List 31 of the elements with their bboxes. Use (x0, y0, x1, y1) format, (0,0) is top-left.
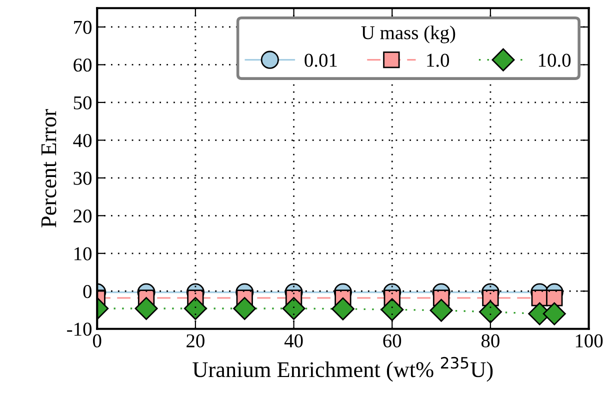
point (542, 302, 566, 326)
legend-label: 10.0 (538, 54, 571, 67)
x-axis-title: Uranium Enrichment (wt% $^{235}$U) (192, 356, 493, 382)
y-tick-label: 0 (83, 284, 92, 298)
point (233, 296, 256, 320)
point (380, 298, 404, 322)
y-tick-label: 50 (74, 96, 92, 110)
y-tick-label: 40 (73, 134, 92, 148)
y-tick-label: -10 (67, 322, 92, 336)
y-axis-title: Percent Error (42, 109, 56, 228)
point (546, 290, 563, 306)
legend-title: U mass (kg) (361, 26, 456, 44)
x-tick-label: 80 (481, 334, 500, 348)
legend-label: 0.01 (304, 54, 337, 67)
legend-label: 1.0 (427, 54, 450, 67)
x-tick-label: 0 (93, 334, 102, 348)
point (134, 296, 158, 320)
y-tick-label: 30 (74, 172, 92, 185)
point (331, 297, 354, 320)
x-tick-label: 100 (576, 334, 603, 348)
point (282, 296, 306, 320)
point (430, 298, 453, 322)
y-tick-label: 70 (74, 20, 92, 34)
x-tick-label: 60 (383, 334, 402, 348)
point (478, 300, 502, 324)
y-tick-label: 60 (74, 58, 92, 72)
y-tick-label: 20 (74, 209, 92, 223)
x-tick-label: 20 (186, 334, 204, 348)
y-tick-label: 10 (74, 247, 92, 260)
point (184, 296, 207, 320)
x-tick-label: 40 (284, 334, 303, 348)
